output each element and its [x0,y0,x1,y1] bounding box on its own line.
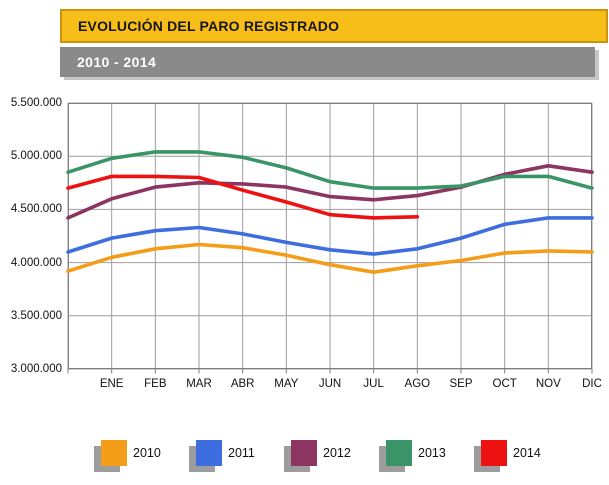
legend-label: 2014 [513,446,541,460]
x-axis-label: OCT [492,378,517,390]
y-axis-label: 3.500.000 [10,309,62,322]
y-axis-label: 5.000.000 [10,150,62,163]
line-chart [66,102,594,374]
x-axis-label: SEP [449,378,473,390]
series-line-2012 [66,164,594,220]
subtitle-bar: 2010 - 2014 [60,47,595,77]
y-axis-label: 5.500.000 [10,97,62,109]
series-line-2013 [66,150,594,190]
legend-swatch-icon [101,440,127,466]
x-axis-label: MAY [274,378,299,390]
x-axis-label: DIC [582,378,602,390]
plot-area [66,102,594,374]
x-axis-label: MAR [186,378,212,390]
x-axis-label: FEB [144,378,167,390]
x-axis-label: NOV [535,378,561,390]
y-axis-label: 4.000.000 [10,256,62,269]
series-line-2011 [66,216,594,256]
legend-item-2012: 2012 [291,439,351,467]
x-axis-label: JUN [318,378,342,390]
legend-label: 2010 [133,446,161,460]
legend-label: 2012 [323,446,351,460]
series-line-2014 [66,174,420,220]
legend-label: 2011 [228,446,255,460]
page-title: EVOLUCIÓN DEL PARO REGISTRADO [78,18,340,34]
series-line-2010 [66,242,594,274]
legend-swatch-icon [291,440,317,466]
page-subtitle: 2010 - 2014 [77,54,157,70]
legend-item-2011: 2011 [196,439,255,467]
legend-swatch-icon [386,440,412,466]
legend-item-2010: 2010 [101,439,161,467]
y-axis-label: 3.000.000 [10,363,62,375]
x-axis-label: ABR [230,378,255,390]
x-axis-label: AGO [404,378,431,390]
legend-swatch-icon [196,440,222,466]
plot-border [68,103,592,369]
legend-item-2014: 2014 [481,439,541,467]
y-axis-label: 4.500.000 [10,203,62,216]
legend-swatch-icon [481,440,507,466]
title-bar: EVOLUCIÓN DEL PARO REGISTRADO [60,9,608,43]
x-axis-label: JUL [363,378,384,390]
x-axis-label: ENE [99,378,124,390]
legend-item-2013: 2013 [386,439,446,467]
legend-label: 2013 [418,446,446,460]
